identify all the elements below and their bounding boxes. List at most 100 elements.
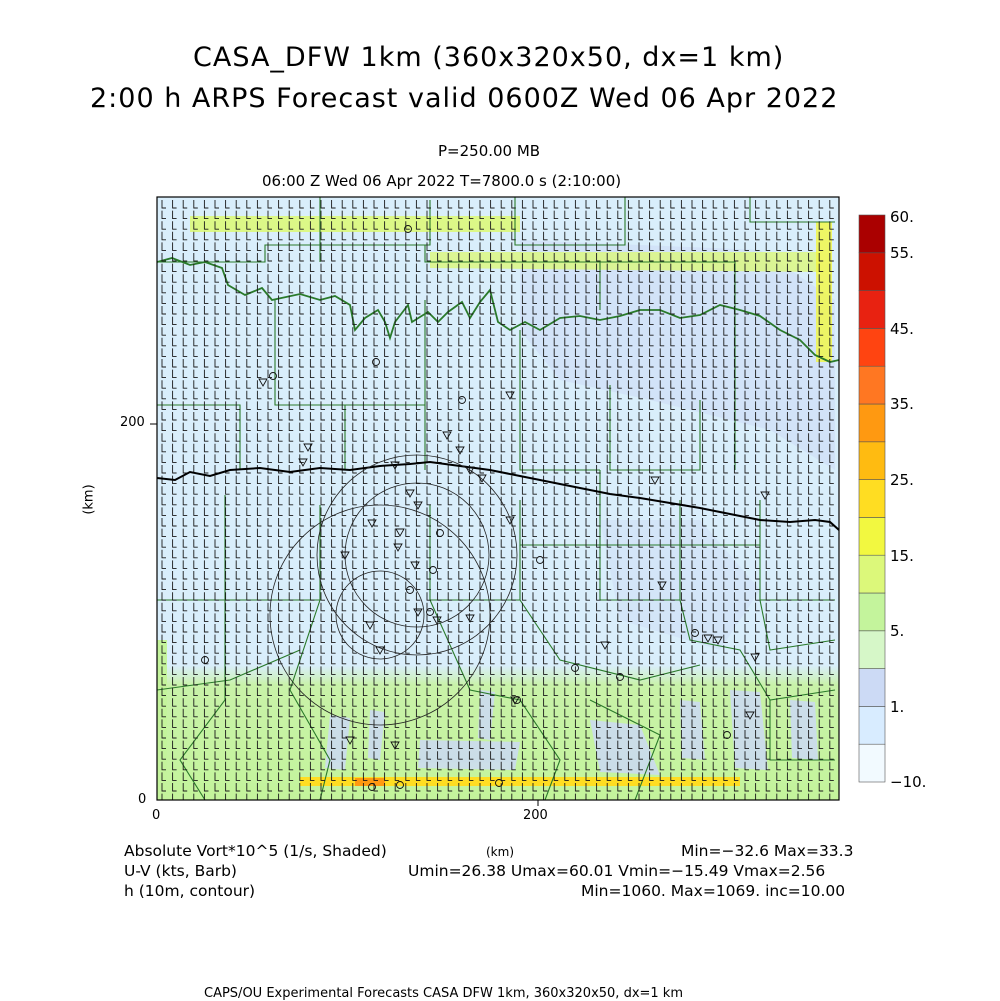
title-line1: CASA_DFW 1km (360x320x50, dx=1 km) (193, 42, 785, 73)
colorbar-swatch (858, 479, 886, 518)
x-tick-0: 0 (152, 808, 161, 823)
level-label: P=250.00 MB (438, 142, 541, 160)
colorbar-label: 1. (890, 698, 905, 716)
station-circle-marker (571, 664, 579, 672)
station-triangle-marker (465, 614, 475, 623)
station-circle-marker (429, 566, 437, 574)
station-triangle-marker (303, 443, 313, 452)
station-circle-marker (536, 556, 544, 564)
colorbar-label: 25. (890, 471, 914, 489)
station-triangle-marker (413, 608, 423, 617)
wind-barbs (161, 200, 834, 800)
station-circle-marker (616, 673, 624, 681)
vorticity-blob (520, 240, 835, 470)
station-triangle-marker (505, 391, 515, 400)
x-axis-unit: (km) (486, 845, 515, 859)
station-circle-marker (691, 629, 699, 637)
station-circle-marker (513, 696, 521, 704)
colorbar-swatch (858, 517, 886, 556)
station-triangle-marker (390, 741, 400, 750)
station-triangle-marker (442, 431, 452, 440)
station-circle-marker (426, 608, 434, 616)
station-circle-marker (436, 529, 444, 537)
y-tick-200: 200 (120, 415, 145, 430)
station-triangle-marker (395, 528, 405, 537)
colorbar-swatch (858, 706, 886, 745)
station-triangle-marker (345, 736, 355, 745)
colorbar-label: 35. (890, 395, 914, 413)
stats-vorticity: Min=−32.6 Max=33.3 (681, 842, 854, 860)
station-triangle-marker (410, 561, 420, 570)
colorbar-label: −10. (890, 773, 927, 791)
station-triangle-marker (465, 466, 475, 475)
colorbar-swatch (858, 252, 886, 291)
colorbar-label: 5. (890, 622, 905, 640)
station-triangle-marker (367, 519, 377, 528)
vorticity-south-edge (300, 777, 740, 787)
station-triangle-marker (703, 634, 713, 643)
station-triangle-marker (365, 621, 375, 630)
station-circle-marker (406, 586, 414, 594)
station-triangle-marker (340, 551, 350, 560)
station-triangle-marker (505, 516, 515, 525)
station-triangle-marker (390, 461, 400, 470)
colorbar-swatch (858, 554, 886, 594)
station-circle-marker (458, 396, 466, 404)
colorbar-swatch (858, 403, 886, 443)
station-triangle-marker (405, 489, 415, 498)
title-line2: 2:00 h ARPS Forecast valid 0600Z Wed 06 … (90, 83, 839, 114)
vorticity-south-edge-hot (355, 778, 385, 786)
colorbar-swatch (858, 743, 886, 783)
station-triangle-marker (477, 474, 487, 483)
colorbar-label: 55. (890, 244, 914, 262)
station-circle-marker (201, 656, 209, 664)
station-circle-marker (723, 731, 731, 739)
station-triangle-marker (298, 458, 308, 467)
station-circle-marker (372, 358, 380, 366)
vorticity-east-edge (816, 222, 832, 362)
stats-wind: Umin=26.38 Umax=60.01 Vmin=−15.49 Vmax=2… (408, 862, 826, 880)
state-border-red-river (157, 257, 839, 363)
station-triangle-marker (375, 646, 385, 655)
station-triangle-marker (455, 446, 465, 455)
station-circle-marker (495, 779, 503, 787)
station-circle-marker (404, 225, 412, 233)
colorbar (858, 214, 886, 783)
colorbar-swatch (858, 630, 886, 669)
station-markers (201, 225, 770, 791)
colorbar-swatch (858, 668, 886, 707)
station-triangle-marker (432, 616, 442, 625)
map-frame (156, 196, 840, 801)
station-triangle-marker (750, 653, 760, 662)
colorbar-label: 60. (890, 208, 914, 226)
station-triangle-marker (600, 641, 610, 650)
vorticity-south-edge-band (157, 786, 839, 800)
station-triangle-marker (760, 491, 770, 500)
valid-time-label: 06:00 Z Wed 06 Apr 2022 T=7800.0 s (2:10… (262, 172, 622, 190)
colorbar-label: 45. (890, 320, 914, 338)
legend-wind: U-V (kts, Barb) (124, 862, 237, 880)
station-triangle-marker (393, 543, 403, 552)
legend-height: h (10m, contour) (124, 882, 256, 900)
colorbar-swatch (858, 441, 886, 480)
station-triangle-marker (413, 501, 423, 510)
height-contour-1060 (157, 460, 839, 531)
station-triangle-marker (657, 581, 667, 590)
x-tick-200: 200 (523, 808, 548, 823)
colorbar-swatch (858, 214, 886, 254)
legend-vorticity: Absolute Vort*10^5 (1/s, Shaded) (124, 842, 387, 860)
station-triangle-marker (713, 636, 723, 645)
station-triangle-marker (650, 476, 660, 485)
radar-range-rings (269, 454, 518, 726)
y-tick-0: 0 (138, 792, 147, 807)
station-circle-marker (368, 783, 376, 791)
colorbar-swatch (858, 592, 886, 632)
stats-height: Min=1060. Max=1069. inc=10.00 (581, 882, 846, 900)
station-triangle-marker (745, 711, 755, 720)
map-shading (157, 197, 839, 800)
station-triangle-marker (258, 378, 268, 387)
colorbar-label: 15. (890, 547, 914, 565)
footer-credit: CAPS/OU Experimental Forecasts CASA DFW … (204, 986, 684, 1001)
colorbar-swatch (858, 365, 886, 405)
